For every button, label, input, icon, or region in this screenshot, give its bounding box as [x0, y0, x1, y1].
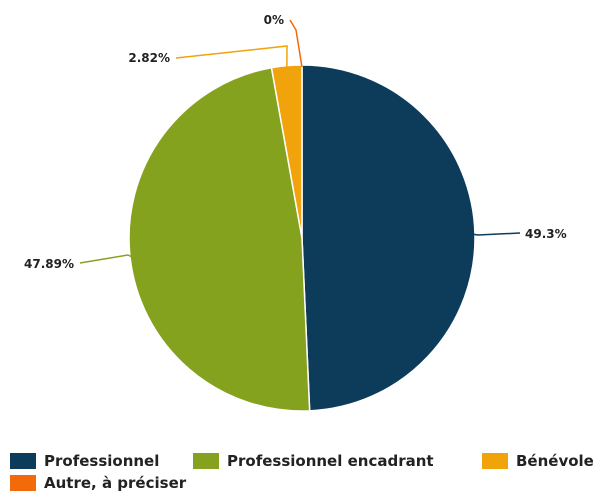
pie-slice-professionnel — [301, 64, 476, 412]
legend-label: Bénévole — [516, 452, 594, 470]
legend: Professionnel Professionnel encadrant Bé… — [10, 452, 594, 492]
leader-line-professionnel — [472, 232, 521, 236]
legend-swatch — [10, 475, 36, 491]
slice-label-autre: 0% — [264, 13, 284, 27]
legend-label: Professionnel — [44, 452, 160, 470]
legend-swatch — [193, 453, 219, 469]
pie-chart-svg: 49.3% 47.89% 2.82% 0% — [24, 13, 567, 412]
legend-item-benevole: Bénévole — [482, 452, 594, 470]
pie-slices — [128, 64, 476, 412]
legend-label: Professionnel encadrant — [227, 452, 434, 470]
legend-item-professionnel: Professionnel — [10, 452, 159, 470]
legend-item-autre: Autre, à préciser — [10, 474, 186, 492]
leader-line-benevole — [175, 45, 288, 68]
legend-label: Autre, à préciser — [44, 474, 187, 492]
slice-label-professionnel-encadrant: 47.89% — [24, 257, 74, 271]
leader-line-professionnel-encadrant — [79, 254, 133, 264]
slice-labels: 49.3% 47.89% 2.82% 0% — [24, 13, 567, 271]
pie-slice-professionnel-encadrant — [128, 66, 311, 412]
legend-swatch — [10, 453, 36, 469]
legend-item-professionnel-encadrant: Professionnel encadrant — [193, 452, 434, 470]
leader-lines — [79, 19, 521, 264]
legend-swatch — [482, 453, 508, 469]
slice-label-benevole: 2.82% — [128, 51, 170, 65]
leader-line-autre — [289, 19, 303, 68]
slice-label-professionnel: 49.3% — [525, 227, 567, 241]
